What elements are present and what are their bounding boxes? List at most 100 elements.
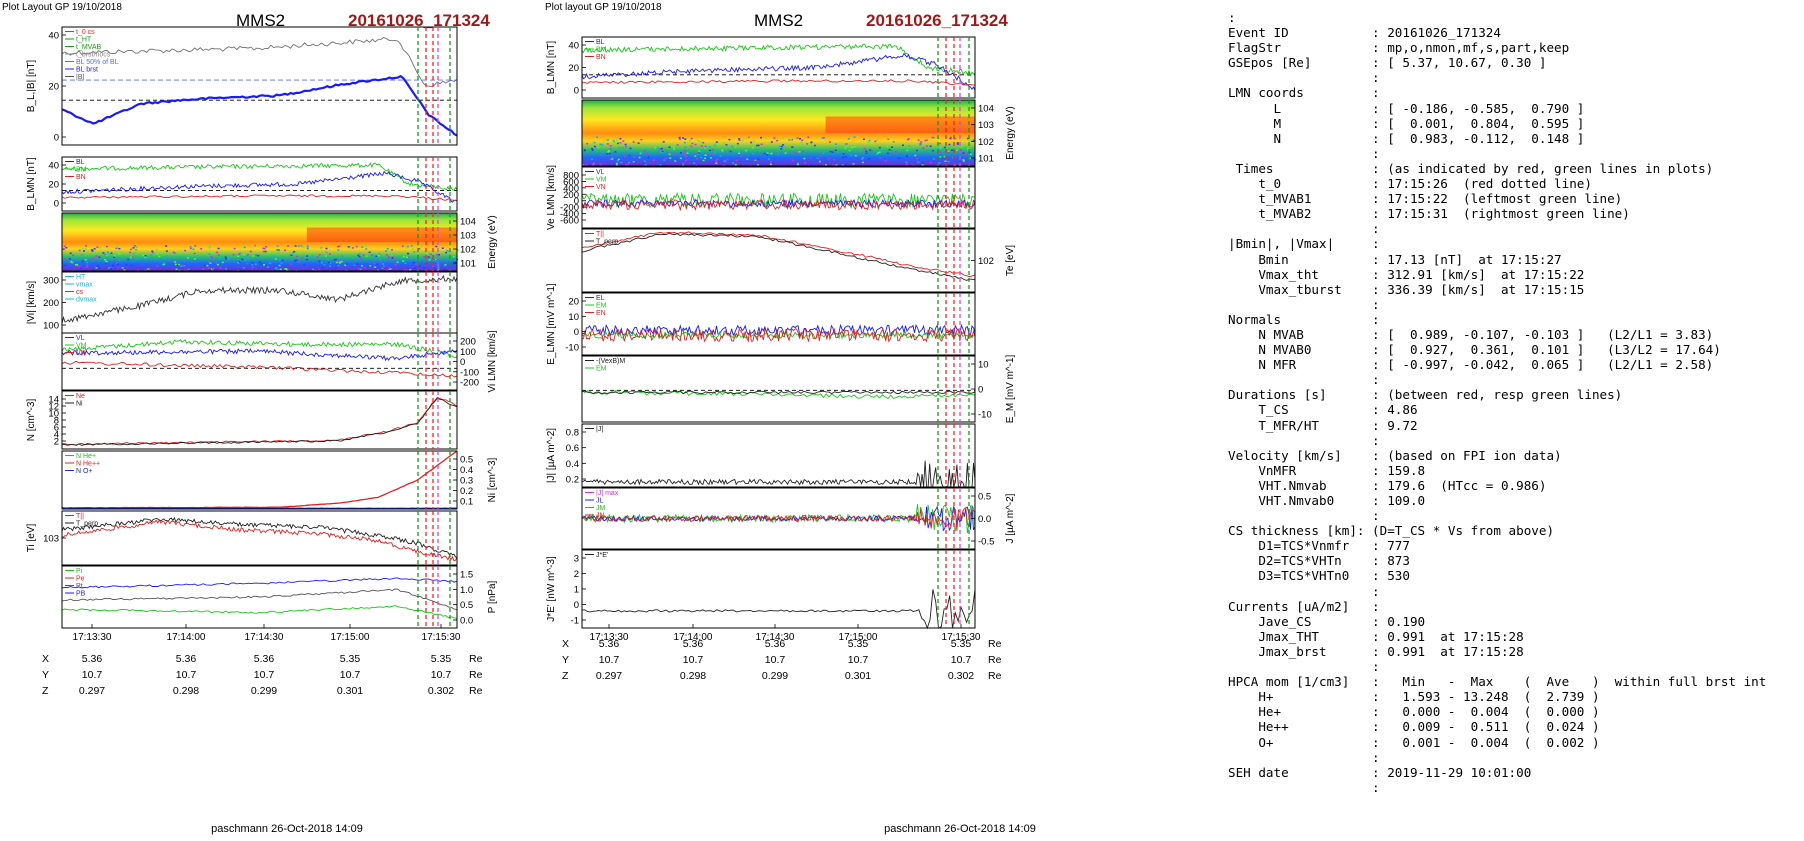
left_plot-panel-2-trace	[61, 170, 458, 203]
right_plot-panel-2-spectro-pixel	[652, 159, 655, 161]
right_plot-panel-2-spectro-pixel	[757, 164, 760, 166]
left_plot-panel-3-spectro-pixel	[277, 249, 279, 252]
right_plot-legend-entry: |J| max	[596, 490, 619, 497]
left_plot-ytick-label: 200	[460, 337, 476, 348]
right_plot-panel-2-spectro-pixel	[848, 149, 851, 152]
right_plot-panel-2-spectro-pixel	[800, 141, 803, 143]
right_plot-panel-2-spectro-pixel	[809, 157, 812, 159]
left_plot-ytick-label: 0.1	[460, 497, 473, 508]
summary-line: :	[1228, 296, 1380, 312]
right_plot-panel-2	[581, 99, 977, 168]
left_plot-panel-3-spectro-pixel	[251, 263, 254, 266]
left_plot-panel-3-spectro-pixel	[209, 246, 211, 249]
left_plot-panel-3-spectro-pixel	[258, 261, 261, 263]
left_plot-panel-3-spectro-pixel	[379, 259, 381, 261]
left_plot-pos-value: 0.299	[251, 685, 277, 697]
left_plot-ytick-label: 6	[54, 423, 59, 434]
left_plot-panel-3-spectro-pixel	[321, 267, 324, 269]
right_plot-panel-2-spectro-pixel	[862, 138, 865, 140]
left_plot-panel-3-spectro-pixel	[298, 252, 301, 254]
left_plot-panel-6-trace	[62, 397, 458, 446]
left_plot-panel-3-spectro-pixel	[338, 261, 341, 263]
right_plot-panel-2-spectro-pixel	[788, 139, 791, 141]
right_plot-panel-frame	[581, 36, 976, 99]
right_plot-panel-2-spectro-pixel	[764, 137, 767, 139]
right_plot-panel-2-spectro-pixel	[585, 164, 588, 166]
left_plot-panel-3-spectro-pixel	[383, 265, 385, 267]
left_plot-panel-3-spectro-pixel	[418, 248, 421, 250]
right_plot-panel-2-spectro-pixel	[619, 137, 622, 140]
right_plot-panel-5-trace	[582, 330, 976, 341]
right_plot-panel-2-spectro-pixel	[684, 138, 687, 140]
right_plot-panel-4	[581, 228, 976, 293]
left_plot-panel-3-spectro-pixel	[144, 256, 147, 258]
left_plot-panel-3-spectro-pixel	[90, 249, 93, 251]
left_plot-pos-unit: Re	[469, 669, 483, 681]
right_plot-ytick-label: -0.5	[978, 537, 994, 548]
left_plot-panel-3-spectro-pixel	[345, 269, 347, 272]
right_plot-panel-2-spectro-pixel	[660, 147, 663, 150]
right_plot-pos-value: 5.36	[683, 638, 704, 650]
right_plot-time-tick-label: 17:14:30	[756, 632, 795, 643]
right_plot-legend-entry: J*E'	[596, 552, 608, 559]
left_plot-time-tick-label: 17:13:30	[73, 632, 112, 643]
right_plot-plot-header: Plot layout GP 19/10/2018	[545, 2, 662, 13]
right_plot-pos-value: 10.7	[599, 654, 620, 666]
right_plot-panel-2-spectro-pixel	[613, 163, 616, 165]
left_plot-panel-3-spectro-pixel	[338, 245, 341, 247]
left_plot-panel-3-spectro-pixel	[219, 267, 222, 269]
right_plot-panel-2-spectro-pixel	[876, 139, 878, 141]
right_plot-legend-entry: JL	[596, 498, 604, 505]
right_plot-panel-2-spectro-pixel	[726, 158, 729, 161]
left_plot-panel-3-spectro-pixel	[183, 265, 186, 267]
right_plot-panel-2-spectro-pixel	[756, 144, 759, 147]
right_plot-panel-2-spectro-pixel	[615, 162, 618, 165]
summary-line: :	[1228, 583, 1380, 599]
left_plot-panel-frame	[61, 390, 458, 450]
right_plot-panel-2-spectro-pixel	[865, 152, 868, 155]
right_plot-panel-2-spectro-pixel	[700, 156, 703, 159]
left_plot-ytick-label: 103	[460, 231, 476, 242]
left_plot-panel-3-spectro-pixel	[285, 268, 288, 270]
left_plot-panel-3-spectro-pixel	[394, 264, 397, 266]
left_plot-panel-3-spectro-pixel	[262, 247, 265, 250]
left_plot-panel-3-spectro-pixel	[217, 263, 219, 266]
left_plot-pos-value: 5.36	[82, 653, 103, 665]
left_plot-panel-3-spectro-pixel	[116, 245, 119, 248]
summary-line: D3=TCS*VHTn0 : 530	[1228, 568, 1410, 584]
left_plot-panel-3-spectro-pixel	[112, 264, 115, 267]
left_plot-panel-3-spectro-pixel	[429, 253, 432, 256]
left_plot-panel-3-spectro-pixel	[148, 268, 151, 270]
right_plot-panel-2-spectro-pixel	[816, 159, 819, 161]
left_plot-panel-3-spectro-pixel	[385, 269, 388, 272]
right_plot-panel-2-spectro-pixel	[658, 144, 661, 147]
left_plot-panel-3-spectro-pixel	[192, 248, 195, 250]
summary-line: t_MVAB2 : 17:15:31 (rightmost green line…	[1228, 206, 1630, 222]
right_plot-ytick-label: 0	[574, 86, 579, 97]
right_plot-panel-2-spectro-pixel	[676, 144, 679, 146]
left_plot-panel-3-spectro-pixel	[131, 256, 134, 258]
right_plot-panel-2-spectro-pixel	[790, 138, 792, 141]
right_plot-pos-value: 0.297	[596, 670, 622, 682]
right_plot-panel-2-spectro-pixel	[868, 158, 870, 160]
left_plot-panel-frame	[61, 565, 458, 629]
left_plot-pos-value: 10.7	[431, 669, 452, 681]
left_plot-panel-3-spectro-pixel	[387, 257, 390, 259]
right_plot-panel-2-spectro-pixel	[845, 163, 847, 166]
left_plot-panel-3-spectro-pixel	[306, 247, 309, 250]
summary-line: |Bmin|, |Vmax| :	[1228, 236, 1380, 252]
left_plot-panel-3-spectro-pixel	[104, 253, 107, 256]
left_plot-panel-3-spectro-pixel	[110, 256, 113, 258]
summary-line: :	[1228, 659, 1380, 675]
left_plot-ytick-label: 0.0	[460, 616, 473, 627]
left_plot-panel-3-spectro-pixel	[391, 256, 394, 258]
left_plot-panel-3-spectro-pixel	[406, 269, 408, 271]
right_plot-panel-2-spectro-pixel	[943, 155, 946, 158]
left_plot-panel-3-spectro-pixel	[360, 268, 362, 271]
left_plot-panel-3-spectro-pixel	[129, 256, 132, 259]
right_plot-ytick-label: 20	[568, 63, 579, 74]
left_plot-panel-3-spectro-pixel	[337, 249, 340, 251]
left_plot-ytick-label: 1.5	[460, 570, 473, 581]
right_plot-panel-2-spectro-pixel	[861, 161, 864, 164]
left_plot-ylabel: B_LMN [nT]	[26, 157, 37, 211]
